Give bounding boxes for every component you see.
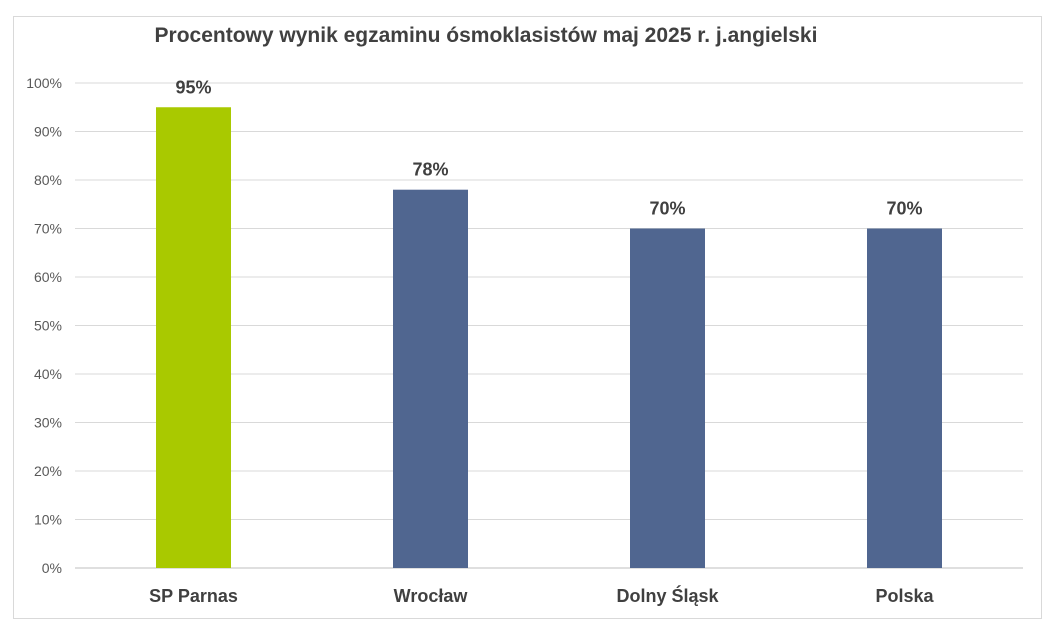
y-tick-label: 70% <box>34 221 62 237</box>
data-label: 70% <box>649 199 685 219</box>
bar <box>393 189 468 568</box>
category-label: Polska <box>875 586 934 606</box>
y-tick-label: 80% <box>34 172 62 188</box>
x-axis-category-labels: SP Parnas Wrocław Dolny Śląsk Polska <box>149 585 934 606</box>
bar <box>156 107 231 568</box>
y-tick-label: 20% <box>34 463 62 479</box>
bars <box>156 107 942 568</box>
y-tick-label: 100% <box>26 75 62 91</box>
y-tick-label: 90% <box>34 124 62 140</box>
category-label: Wrocław <box>394 586 469 606</box>
y-tick-label: 50% <box>34 318 62 334</box>
y-axis-tick-labels: 0% 10% 20% 30% 40% 50% 60% 70% 80% 90% 100% <box>26 75 62 576</box>
data-labels: 95% 78% 70% 70% <box>175 77 922 218</box>
category-label: SP Parnas <box>149 586 238 606</box>
data-label: 95% <box>175 77 211 97</box>
y-tick-label: 40% <box>34 366 62 382</box>
bar <box>867 228 942 568</box>
data-label: 70% <box>886 199 922 219</box>
gridlines <box>75 82 1023 569</box>
category-label: Dolny Śląsk <box>616 585 719 606</box>
y-tick-label: 0% <box>42 560 62 576</box>
y-tick-label: 60% <box>34 269 62 285</box>
bar <box>630 228 705 568</box>
chart-title: Procentowy wynik egzaminu ósmoklasistów … <box>154 24 818 47</box>
data-label: 78% <box>412 160 448 180</box>
y-tick-label: 10% <box>34 512 62 528</box>
y-tick-label: 30% <box>34 415 62 431</box>
